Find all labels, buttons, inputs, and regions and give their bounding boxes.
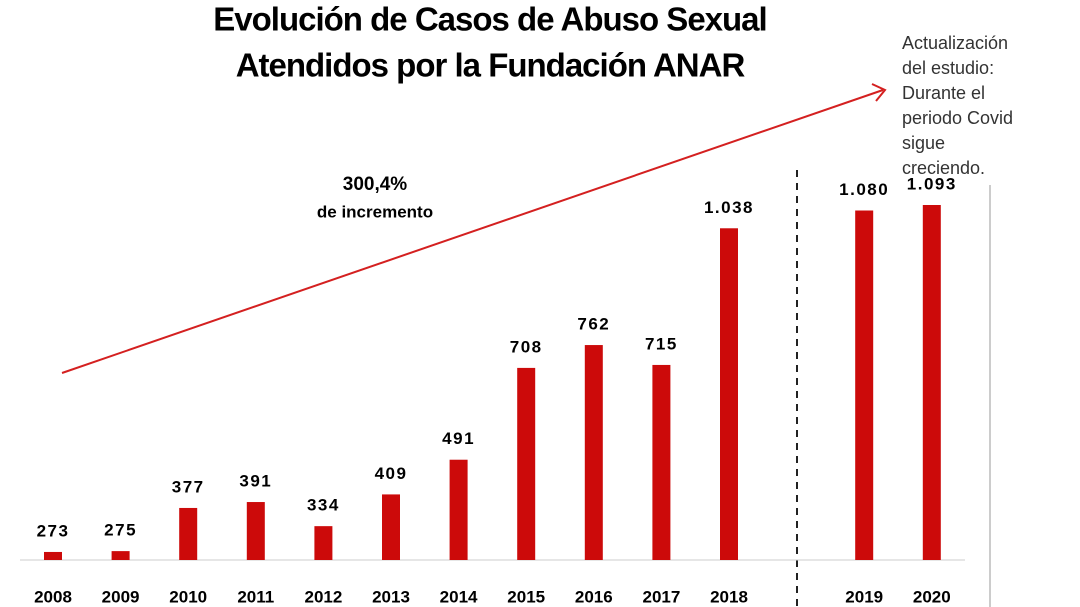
- x-tick-label: 2020: [913, 587, 951, 606]
- x-tick-label: 2010: [169, 587, 207, 606]
- x-tick-label: 2015: [507, 587, 545, 606]
- x-tick-label: 2017: [642, 587, 680, 606]
- value-label: 409: [375, 464, 408, 483]
- value-label: 715: [645, 334, 678, 353]
- x-tick-label: 2016: [575, 587, 613, 606]
- value-label: 708: [510, 337, 543, 356]
- x-tick-label: 2014: [440, 587, 478, 606]
- trend-arrow: [61, 89, 884, 374]
- bar: [246, 502, 265, 560]
- x-tick-label: 2008: [34, 587, 72, 606]
- x-tick-label: 2009: [102, 587, 140, 606]
- bar: [111, 551, 130, 560]
- bar: [449, 459, 468, 560]
- note-line: del estudio:: [902, 58, 994, 78]
- value-label: 334: [307, 496, 340, 515]
- value-label: 1.093: [907, 174, 957, 193]
- value-label: 491: [442, 429, 475, 448]
- bar: [314, 526, 333, 560]
- bar: [44, 551, 62, 560]
- value-label: 391: [239, 472, 272, 491]
- value-label: 762: [577, 315, 610, 334]
- bar: [922, 205, 941, 560]
- annotation: 300,4%: [343, 174, 408, 195]
- value-label: 273: [37, 521, 70, 540]
- chart-title: Atendidos por la Fundación ANAR: [236, 47, 746, 84]
- note-line: periodo Covid: [902, 108, 1013, 128]
- bar: [720, 228, 738, 560]
- bar: [652, 364, 671, 560]
- annotation: de incremento: [317, 202, 433, 221]
- bar: [517, 367, 536, 560]
- note: Actualización del estudio: Durante el perio…: [902, 33, 1013, 178]
- value-label: 377: [172, 477, 205, 496]
- bar: [382, 494, 400, 560]
- note-line: Actualización: [902, 33, 1008, 53]
- note-line: Durante el: [902, 83, 985, 103]
- note-line: sigue: [902, 133, 945, 153]
- bar: [179, 507, 198, 560]
- bar: [584, 345, 603, 560]
- arrow-head: [871, 83, 887, 102]
- x-tick-label: 2012: [304, 587, 342, 606]
- bar: [855, 210, 874, 560]
- x-tick-label: 2011: [237, 587, 274, 606]
- value-label: 275: [104, 521, 137, 540]
- x-tick-label: 2019: [845, 587, 883, 606]
- chart-title: Evolución de Casos de Abuso Sexual: [213, 1, 766, 38]
- value-label: 1.038: [704, 198, 754, 217]
- value-label: 1.080: [839, 180, 889, 199]
- note-line: creciendo.: [902, 158, 985, 178]
- x-tick-label: 2013: [372, 587, 410, 606]
- x-tick-label: 2018: [710, 587, 748, 606]
